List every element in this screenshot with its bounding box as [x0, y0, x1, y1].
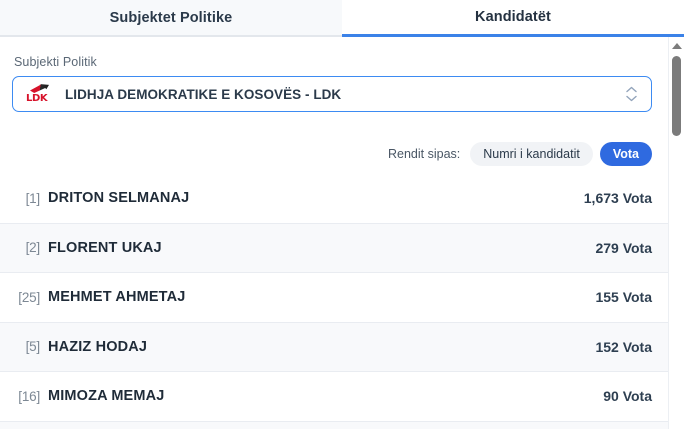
tab-subjektet-politike[interactable]: Subjektet Politike [0, 0, 342, 37]
sort-controls: Rendit sipas: Numri i kandidatit Vota [0, 136, 668, 172]
subject-select-value: LIDHJA DEMOKRATIKE E KOSOVËS - LDK [65, 86, 342, 102]
candidate-row-partial[interactable] [0, 421, 668, 429]
sort-by-votes-button[interactable]: Vota [599, 142, 652, 166]
candidate-row[interactable]: [25] MEHMET AHMETAJ 155 Vota [0, 273, 668, 323]
candidate-votes: 1,673 Vota [583, 190, 652, 207]
chevron-up-down-icon[interactable] [626, 86, 637, 102]
candidate-index: [5] [25, 339, 41, 355]
candidate-index: [16] [18, 388, 40, 404]
scroll-up-arrow-icon[interactable] [669, 39, 684, 53]
ldk-logo-text: LDK [26, 93, 48, 104]
ldk-arrow-shape [30, 84, 49, 93]
tab-label: Subjektet Politike [109, 9, 233, 26]
candidate-votes: 155 Vota [595, 289, 652, 306]
tab-bar: Subjektet Politike Kandidatët [0, 0, 684, 37]
candidate-name: MIMOZA MEMAJ [48, 388, 165, 405]
subject-selector-group: Subjekti Politik LDK LIDHJA DEMOKRATIKE … [0, 37, 668, 112]
scrollbar-thumb[interactable] [672, 56, 681, 136]
tab-label: Kandidatët [475, 9, 551, 25]
candidate-index: [1] [25, 190, 41, 206]
subject-selector-label: Subjekti Politik [14, 55, 97, 69]
sort-option-label: Vota [612, 147, 639, 161]
candidate-index: [25] [18, 289, 40, 305]
candidate-name: HAZIZ HODAJ [48, 338, 148, 355]
candidate-name: DRITON SELMANAJ [48, 190, 190, 207]
tab-kandidatet[interactable]: Kandidatët [342, 0, 684, 37]
sort-by-candidate-number-button[interactable]: Numri i kandidatit [470, 142, 593, 166]
sort-label: Rendit sipas: [387, 147, 461, 161]
scroll-up-triangle [671, 43, 682, 49]
candidate-index: [2] [25, 240, 41, 256]
candidate-list[interactable]: [1] DRITON SELMANAJ 1,673 Vota [2] FLORE… [0, 174, 668, 429]
candidate-row[interactable]: [5] HAZIZ HODAJ 152 Vota [0, 322, 668, 372]
candidate-votes: 90 Vota [603, 388, 652, 405]
candidate-row[interactable]: [1] DRITON SELMANAJ 1,673 Vota [0, 174, 668, 224]
candidate-row[interactable]: [2] FLORENT UKAJ 279 Vota [0, 223, 668, 273]
candidate-name: MEHMET AHMETAJ [48, 289, 186, 306]
candidate-votes: 152 Vota [595, 338, 652, 355]
vertical-scrollbar[interactable] [668, 37, 684, 429]
sort-option-label: Numri i kandidatit [483, 147, 580, 161]
candidate-name: FLORENT UKAJ [48, 239, 162, 256]
candidate-row[interactable]: [16] MIMOZA MEMAJ 90 Vota [0, 372, 668, 422]
subject-select[interactable]: LDK LIDHJA DEMOKRATIKE E KOSOVËS - LDK [12, 76, 652, 112]
candidate-votes: 279 Vota [595, 239, 652, 256]
party-logo-ldk-icon: LDK [25, 83, 55, 105]
